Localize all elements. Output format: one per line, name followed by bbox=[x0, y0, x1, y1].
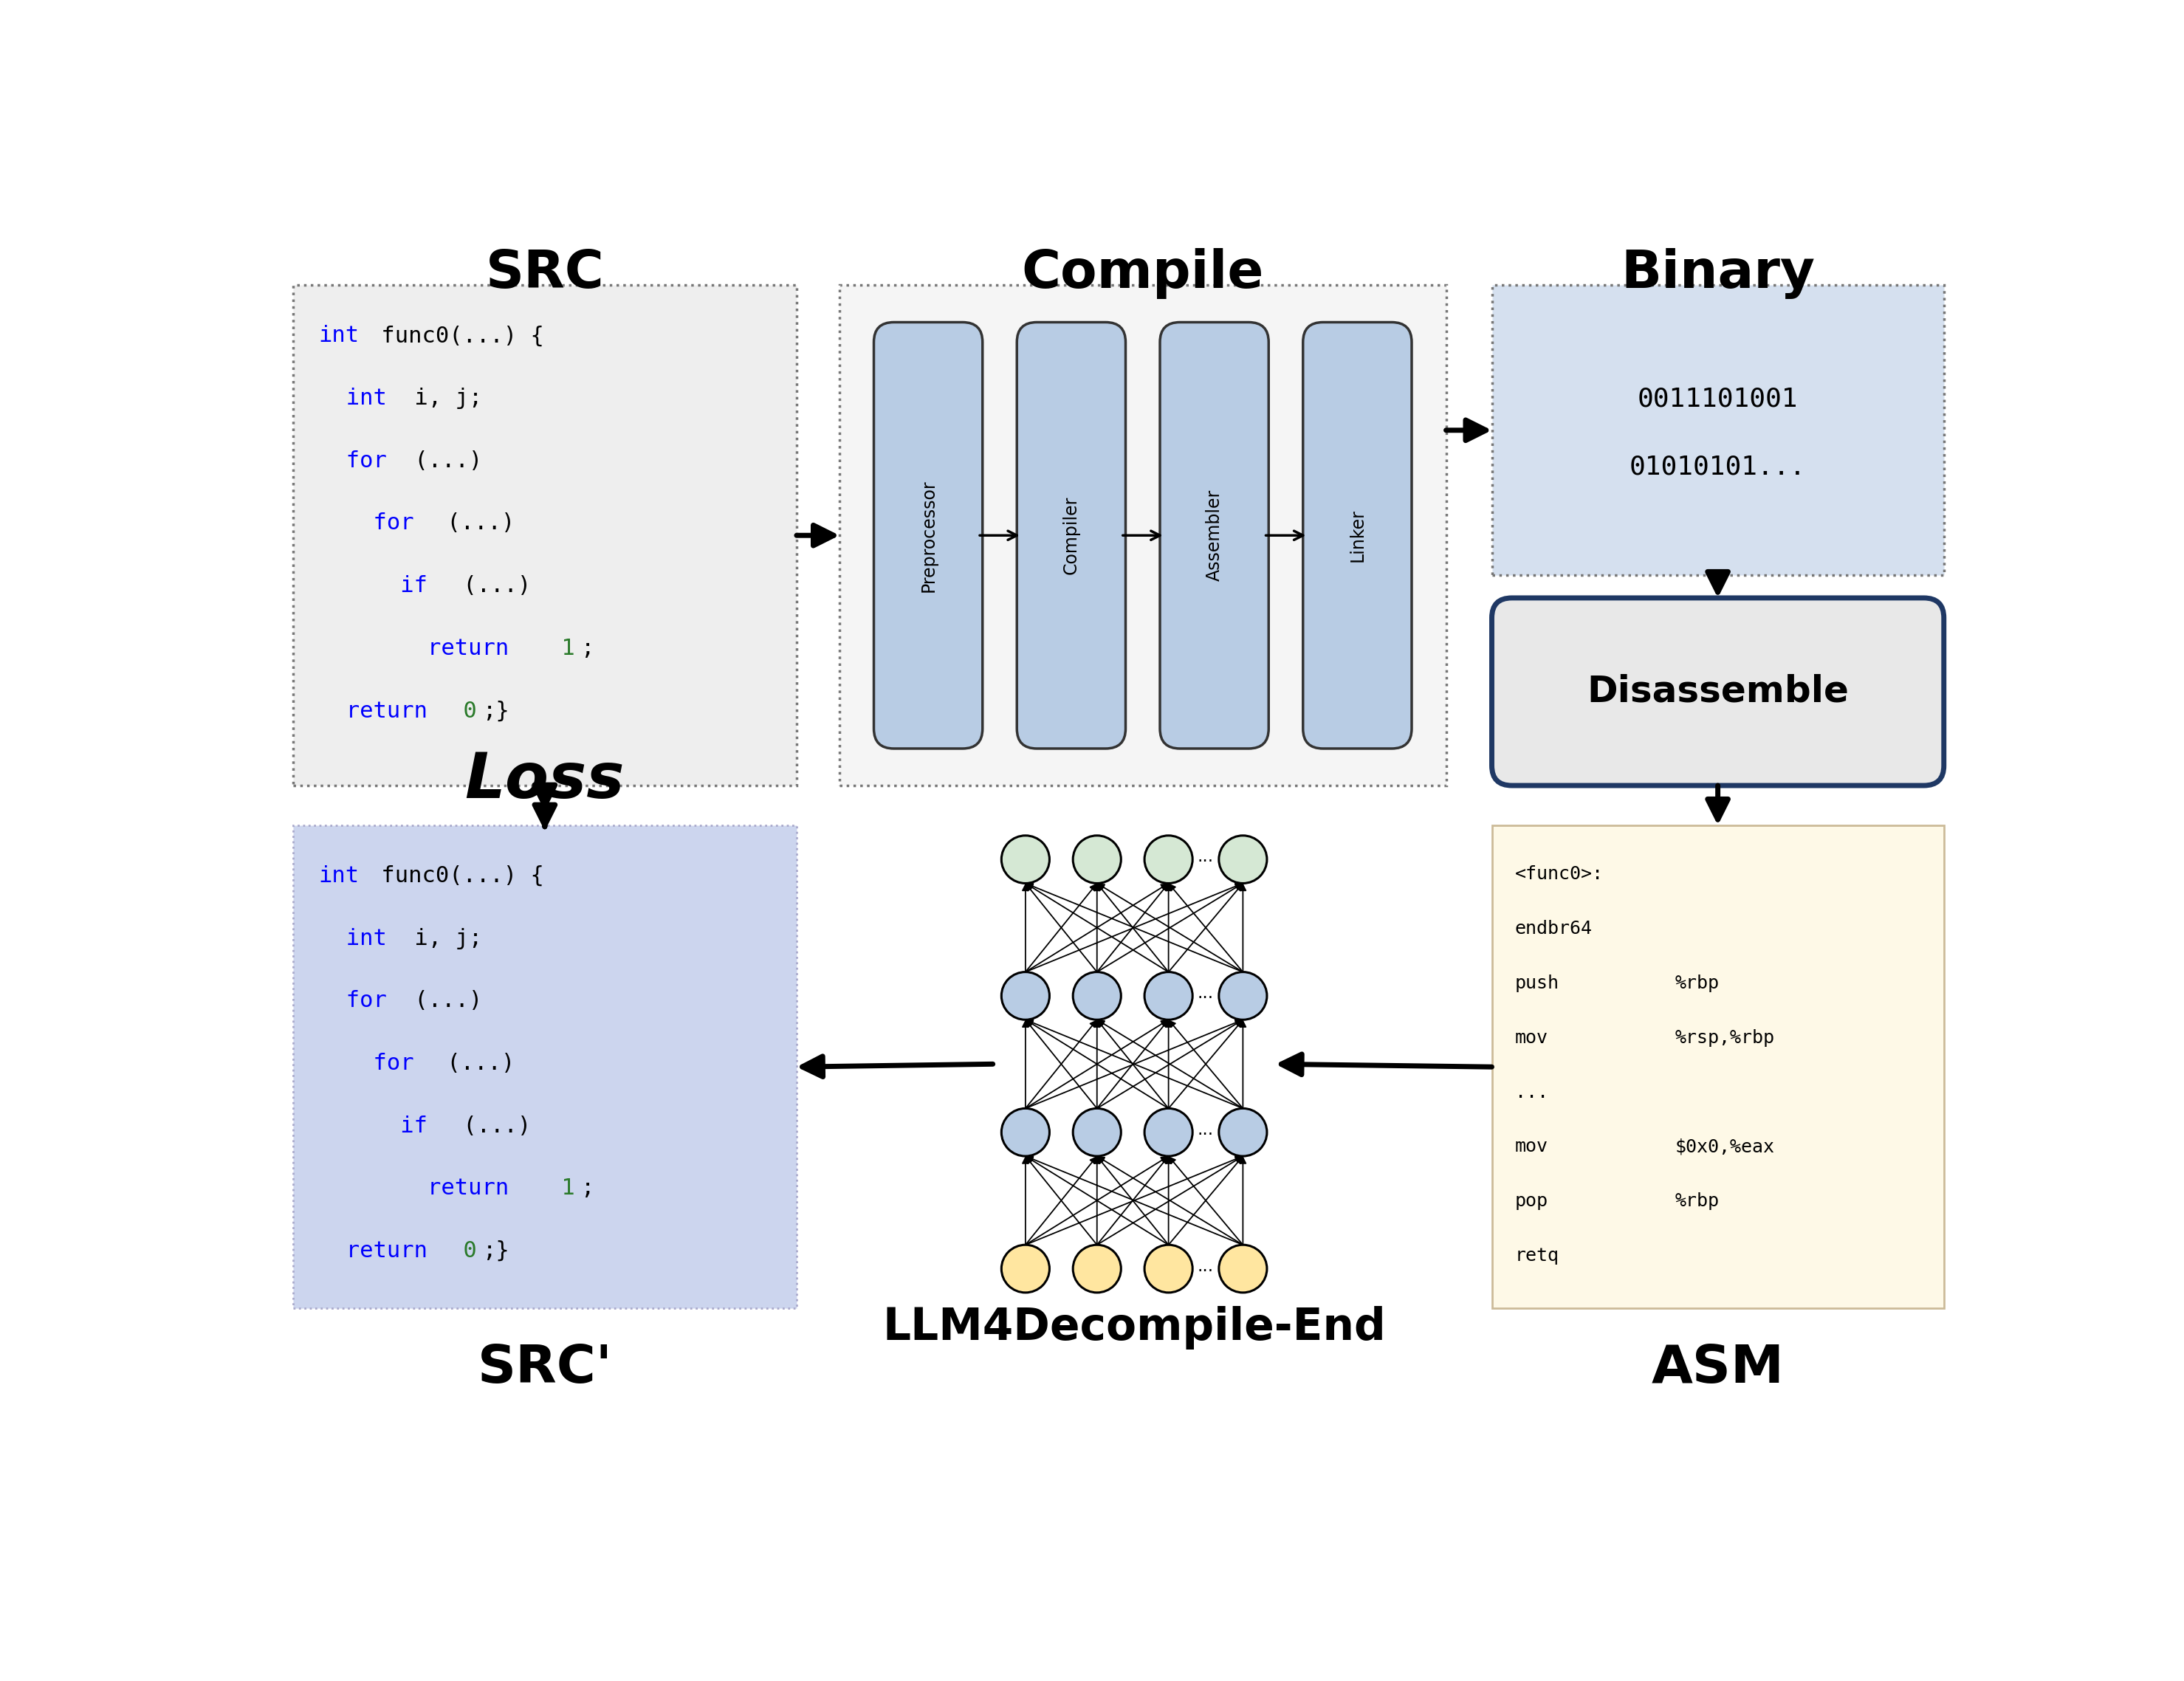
Text: 0: 0 bbox=[450, 701, 476, 721]
Text: mov: mov bbox=[1516, 1029, 1548, 1047]
Circle shape bbox=[1072, 972, 1120, 1020]
Text: ...: ... bbox=[1197, 983, 1214, 1002]
Text: i, j;: i, j; bbox=[400, 388, 483, 408]
Text: i, j;: i, j; bbox=[400, 928, 483, 950]
Circle shape bbox=[1219, 1246, 1267, 1293]
Text: Loss: Loss bbox=[465, 750, 625, 812]
Text: ;: ; bbox=[581, 1178, 594, 1199]
Circle shape bbox=[1002, 835, 1051, 883]
Text: int: int bbox=[319, 388, 387, 408]
Text: $0x0,%eax: $0x0,%eax bbox=[1675, 1138, 1776, 1155]
Text: int: int bbox=[319, 928, 387, 950]
Text: ...: ... bbox=[1197, 1257, 1214, 1274]
Text: (...): (...) bbox=[400, 990, 483, 1012]
Text: func0(...) {: func0(...) { bbox=[367, 866, 544, 886]
Text: ...: ... bbox=[1516, 1083, 1548, 1101]
Text: %rbp: %rbp bbox=[1675, 975, 1719, 992]
Text: for: for bbox=[319, 513, 413, 535]
Text: pop: pop bbox=[1516, 1192, 1548, 1210]
Text: Binary: Binary bbox=[1621, 249, 1815, 299]
Text: %rsp,%rbp: %rsp,%rbp bbox=[1675, 1029, 1776, 1047]
Text: endbr64: endbr64 bbox=[1516, 920, 1592, 938]
Text: LLM4Decompile-End: LLM4Decompile-End bbox=[882, 1306, 1387, 1350]
Text: return: return bbox=[319, 1241, 428, 1262]
Text: for: for bbox=[319, 1052, 413, 1074]
Text: push: push bbox=[1516, 975, 1559, 992]
Bar bbox=[1492, 286, 1944, 575]
Bar bbox=[293, 825, 797, 1308]
Text: int: int bbox=[319, 324, 360, 346]
Circle shape bbox=[1219, 1108, 1267, 1157]
Circle shape bbox=[1144, 1108, 1192, 1157]
Text: ...: ... bbox=[1197, 1121, 1214, 1138]
Bar bbox=[1492, 825, 1944, 1308]
FancyBboxPatch shape bbox=[1492, 598, 1944, 785]
Circle shape bbox=[1072, 1246, 1120, 1293]
Text: ...: ... bbox=[1197, 847, 1214, 866]
Circle shape bbox=[1219, 835, 1267, 883]
Text: for: for bbox=[319, 990, 387, 1012]
Text: (...): (...) bbox=[450, 1115, 531, 1136]
FancyBboxPatch shape bbox=[874, 323, 983, 748]
Bar bbox=[293, 286, 797, 785]
Text: return: return bbox=[319, 1178, 509, 1199]
Text: %rbp: %rbp bbox=[1675, 1192, 1719, 1210]
Text: return: return bbox=[319, 701, 428, 721]
Text: <func0>:: <func0>: bbox=[1516, 866, 1603, 883]
Circle shape bbox=[1144, 972, 1192, 1020]
Text: if: if bbox=[319, 575, 428, 597]
Text: ;}: ;} bbox=[483, 1241, 509, 1262]
FancyBboxPatch shape bbox=[1304, 323, 1411, 748]
Text: if: if bbox=[319, 1115, 428, 1136]
Circle shape bbox=[1072, 835, 1120, 883]
Text: 1: 1 bbox=[548, 1178, 574, 1199]
Circle shape bbox=[1144, 1246, 1192, 1293]
Text: 0011101001: 0011101001 bbox=[1638, 387, 1797, 412]
FancyBboxPatch shape bbox=[1160, 323, 1269, 748]
Circle shape bbox=[1002, 1108, 1051, 1157]
Text: Disassemble: Disassemble bbox=[1588, 674, 1850, 709]
Text: (...): (...) bbox=[432, 1052, 515, 1074]
Circle shape bbox=[1144, 835, 1192, 883]
Text: (...): (...) bbox=[400, 451, 483, 472]
Text: Preprocessor: Preprocessor bbox=[919, 479, 937, 592]
Text: ;}: ;} bbox=[483, 701, 509, 721]
Text: Assembler: Assembler bbox=[1206, 489, 1223, 582]
Text: Linker: Linker bbox=[1348, 509, 1367, 561]
Circle shape bbox=[1002, 1246, 1051, 1293]
Bar bbox=[839, 286, 1446, 785]
Text: ;: ; bbox=[581, 637, 594, 659]
Text: (...): (...) bbox=[432, 513, 515, 535]
Circle shape bbox=[1072, 1108, 1120, 1157]
Text: (...): (...) bbox=[450, 575, 531, 597]
FancyBboxPatch shape bbox=[1018, 323, 1125, 748]
Text: mov: mov bbox=[1516, 1138, 1548, 1155]
Circle shape bbox=[1219, 972, 1267, 1020]
Circle shape bbox=[1002, 972, 1051, 1020]
Text: retq: retq bbox=[1516, 1247, 1559, 1264]
Text: func0(...) {: func0(...) { bbox=[367, 324, 544, 346]
Text: return: return bbox=[319, 637, 509, 659]
Text: Compiler: Compiler bbox=[1061, 496, 1081, 575]
Text: 0: 0 bbox=[450, 1241, 476, 1262]
Text: SRC: SRC bbox=[485, 249, 605, 299]
Text: SRC': SRC' bbox=[478, 1343, 612, 1394]
Text: Compile: Compile bbox=[1022, 249, 1265, 299]
Text: 01010101...: 01010101... bbox=[1629, 454, 1806, 479]
Text: ASM: ASM bbox=[1651, 1343, 1784, 1394]
Text: int: int bbox=[319, 866, 360, 886]
Text: for: for bbox=[319, 451, 387, 472]
Text: 1: 1 bbox=[548, 637, 574, 659]
